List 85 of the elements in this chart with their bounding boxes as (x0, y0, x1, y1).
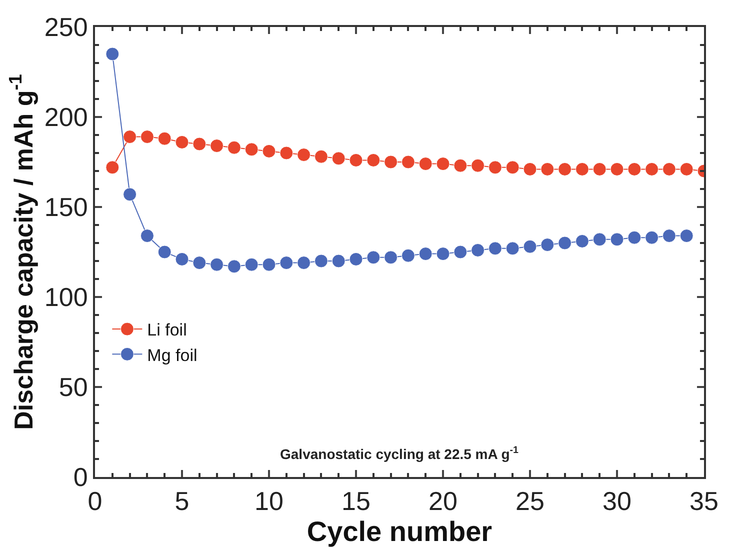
x-tick-label: 30 (602, 486, 632, 516)
point (280, 256, 294, 270)
x-tick-label: 5 (174, 486, 190, 516)
point (540, 238, 554, 252)
point (592, 232, 606, 246)
point (628, 230, 642, 244)
legend-label: Mg foil (147, 346, 198, 365)
point (140, 130, 154, 144)
x-tick-label: 15 (342, 486, 370, 516)
point (506, 160, 520, 174)
point (332, 254, 346, 268)
point (628, 162, 642, 176)
point (454, 245, 468, 259)
point (297, 256, 311, 270)
point (210, 139, 224, 153)
point (384, 250, 398, 264)
point (297, 148, 311, 162)
legend-label: Li foil (147, 320, 187, 340)
point (418, 157, 432, 171)
y-tick-label: 200 (44, 102, 88, 132)
point (610, 162, 624, 176)
y-tick-label: 250 (44, 12, 88, 42)
point (645, 230, 659, 244)
x-tick-label: 25 (516, 486, 544, 516)
point (662, 162, 676, 176)
point (262, 258, 276, 272)
point (262, 144, 276, 158)
point (540, 162, 554, 176)
point (227, 260, 241, 274)
point (488, 160, 502, 174)
point (244, 258, 258, 272)
point (645, 162, 659, 176)
point (140, 229, 154, 243)
point (366, 153, 380, 167)
point (680, 229, 694, 243)
point (227, 140, 241, 154)
y-tick-label: 150 (44, 192, 88, 222)
point (454, 158, 468, 172)
annotation: Galvanostatic cycling at 22.5 mA g$^{-1}$ (280, 445, 520, 462)
x-axis-title: Cycle number (306, 516, 492, 548)
point (175, 252, 189, 266)
point (575, 234, 589, 248)
point (506, 242, 520, 256)
point (558, 236, 572, 250)
point (436, 157, 450, 171)
y-tick-label: 0 (73, 462, 88, 492)
point (680, 162, 694, 176)
point (366, 250, 380, 264)
point (210, 258, 224, 272)
x-tick-label: 35 (690, 486, 718, 516)
point (610, 232, 624, 246)
point (349, 252, 363, 266)
point (401, 155, 415, 169)
point (523, 162, 537, 176)
point (575, 162, 589, 176)
x-tick-label: 20 (428, 486, 458, 516)
point (123, 130, 137, 144)
point (471, 243, 485, 257)
point (349, 153, 363, 167)
point (592, 162, 606, 176)
point (488, 242, 502, 256)
point (523, 240, 537, 254)
point (158, 245, 172, 259)
point (106, 160, 120, 174)
y-tick-label: 100 (44, 282, 88, 312)
point (192, 256, 206, 270)
x-tick-label: 10 (254, 486, 284, 516)
point (558, 162, 572, 176)
point (192, 137, 206, 151)
point (158, 132, 172, 146)
point (662, 229, 676, 243)
point (384, 155, 398, 169)
point (244, 142, 258, 156)
point (106, 47, 120, 61)
point (314, 150, 328, 164)
point (314, 254, 328, 268)
point (123, 188, 137, 202)
point (418, 247, 432, 261)
point (471, 158, 485, 172)
point (175, 135, 189, 149)
point (280, 146, 294, 160)
point (332, 152, 346, 166)
point (401, 248, 415, 262)
point (436, 247, 450, 261)
y-tick-label: 50 (58, 372, 88, 402)
